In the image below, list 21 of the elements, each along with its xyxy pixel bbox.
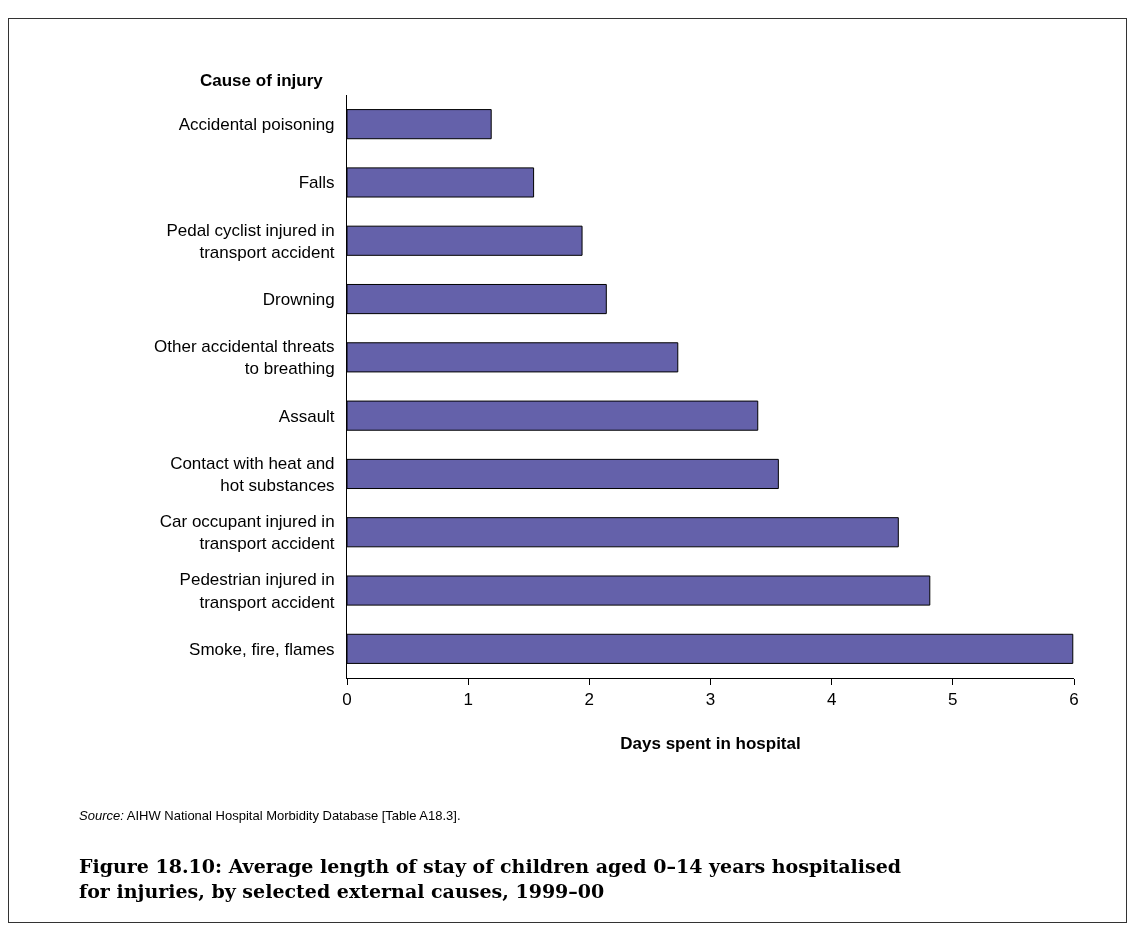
x-tick-label: 5 — [948, 690, 958, 710]
y-tick-label: Drowning — [262, 290, 335, 309]
x-tick-label: 6 — [1069, 690, 1079, 710]
x-tick-label: 2 — [584, 690, 595, 710]
y-tick-label: Accidental poisoning — [178, 115, 335, 135]
x-tick-label: 0 — [342, 690, 352, 710]
x-tick-label: 4 — [826, 690, 837, 710]
x-axis-title: Days spent in hospital — [620, 733, 801, 753]
y-tick-label: Pedal cyclist injured in transport accident — [166, 220, 335, 262]
y-tick-label: Contact with heat and hot substances — [170, 453, 335, 495]
y-tick-label: Other accidental threats to breathing — [154, 337, 335, 379]
source-note: Source: AIHW National Hospital Morbidity Database [Table A18.3]. — [79, 808, 461, 823]
y-tick-label: Car occupant injured in transport accident — [159, 512, 335, 554]
y-tick-label: Pedestrian injured in transport accident — [179, 570, 335, 612]
y-tick-label: Assault — [278, 406, 335, 426]
y-tick-label: Smoke, fire, flames — [189, 639, 335, 659]
y-axis-title: Cause of injury — [200, 71, 324, 90]
y-tick-label: Falls — [298, 173, 335, 193]
x-tick-label: 1 — [463, 690, 473, 710]
x-tick-label: 3 — [705, 690, 716, 710]
text: Figure 18.10: Average length of stay of children aged 0–14 years hospitalised for injuries, by selected external causes, 1999–00 — [79, 855, 902, 902]
